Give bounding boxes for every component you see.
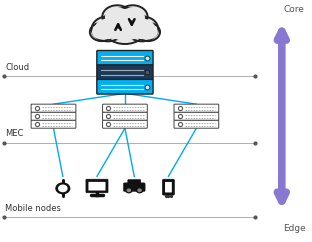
FancyBboxPatch shape bbox=[103, 112, 147, 120]
Circle shape bbox=[137, 188, 143, 193]
FancyBboxPatch shape bbox=[88, 182, 105, 190]
FancyBboxPatch shape bbox=[86, 179, 108, 193]
Circle shape bbox=[92, 24, 111, 39]
FancyBboxPatch shape bbox=[165, 182, 172, 192]
Circle shape bbox=[126, 188, 132, 193]
Circle shape bbox=[59, 185, 67, 192]
Circle shape bbox=[136, 23, 160, 41]
Circle shape bbox=[90, 23, 114, 41]
Text: Cloud: Cloud bbox=[5, 63, 29, 72]
FancyBboxPatch shape bbox=[174, 104, 219, 112]
Circle shape bbox=[126, 16, 158, 41]
Circle shape bbox=[138, 189, 141, 191]
FancyBboxPatch shape bbox=[31, 120, 76, 128]
FancyBboxPatch shape bbox=[174, 120, 219, 128]
Circle shape bbox=[129, 19, 155, 39]
Circle shape bbox=[56, 183, 70, 194]
FancyBboxPatch shape bbox=[123, 183, 145, 191]
Circle shape bbox=[95, 19, 121, 39]
Circle shape bbox=[106, 11, 144, 41]
Text: Core: Core bbox=[284, 5, 305, 14]
FancyBboxPatch shape bbox=[97, 65, 153, 80]
FancyBboxPatch shape bbox=[31, 104, 76, 112]
FancyBboxPatch shape bbox=[174, 112, 219, 120]
Circle shape bbox=[92, 16, 124, 41]
Circle shape bbox=[127, 189, 130, 191]
Text: Mobile nodes: Mobile nodes bbox=[5, 204, 61, 213]
FancyBboxPatch shape bbox=[97, 51, 153, 65]
Circle shape bbox=[102, 5, 132, 28]
FancyBboxPatch shape bbox=[31, 112, 76, 120]
Circle shape bbox=[118, 5, 148, 28]
FancyBboxPatch shape bbox=[97, 79, 153, 94]
FancyBboxPatch shape bbox=[103, 120, 147, 128]
FancyBboxPatch shape bbox=[128, 179, 141, 186]
Circle shape bbox=[139, 24, 158, 39]
Text: MEC: MEC bbox=[5, 129, 24, 138]
Text: Edge: Edge bbox=[283, 225, 305, 234]
FancyBboxPatch shape bbox=[163, 179, 174, 195]
Circle shape bbox=[120, 7, 145, 26]
FancyBboxPatch shape bbox=[103, 104, 147, 112]
Circle shape bbox=[105, 7, 129, 26]
Circle shape bbox=[102, 8, 148, 44]
